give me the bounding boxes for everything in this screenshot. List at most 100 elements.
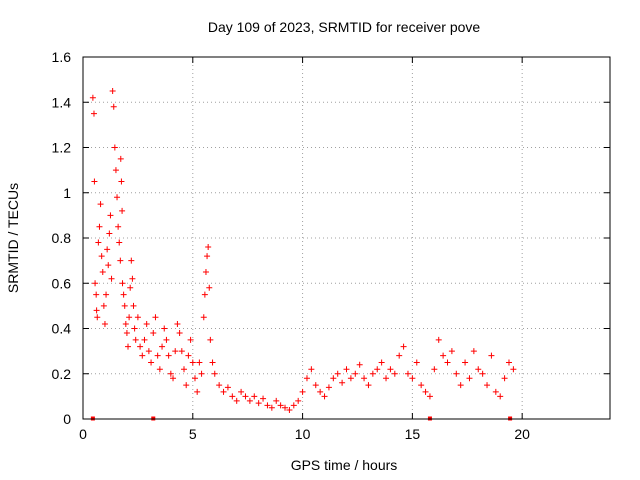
data-point-122 [387, 366, 394, 373]
data-point-1 [90, 110, 97, 117]
y-tick-label-8: 1.6 [52, 49, 72, 65]
data-point-87 [233, 397, 240, 404]
data-point-16 [105, 262, 112, 269]
data-point-54 [156, 366, 163, 373]
data-point-82 [211, 370, 218, 377]
data-point-7 [95, 239, 102, 246]
data-point-135 [444, 359, 451, 366]
data-point-150 [510, 366, 517, 373]
data-point-60 [170, 375, 177, 382]
data-point-79 [206, 284, 213, 291]
x-tick-label-3: 15 [405, 426, 421, 442]
data-point-141 [470, 348, 477, 355]
data-point-8 [96, 223, 103, 230]
data-point-132 [431, 366, 438, 373]
data-point-17 [106, 230, 113, 237]
data-point-19 [108, 275, 115, 282]
data-point-121 [383, 375, 390, 382]
data-point-67 [185, 352, 192, 359]
data-point-134 [440, 352, 447, 359]
data-point-94 [264, 402, 271, 409]
data-point-130 [422, 388, 429, 395]
data-point-114 [352, 370, 359, 377]
data-point-46 [139, 352, 146, 359]
data-point-120 [378, 359, 385, 366]
data-point-95 [268, 404, 275, 411]
chart-title: Day 109 of 2023, SRMTID for receiver pov… [208, 19, 481, 35]
data-point-84 [220, 388, 227, 395]
data-point-86 [229, 393, 236, 400]
data-point-126 [404, 370, 411, 377]
data-point-14 [103, 291, 110, 298]
data-point-144 [484, 382, 491, 389]
y-tick-label-0: 0 [63, 411, 71, 427]
data-point-142 [475, 366, 482, 373]
data-point-124 [396, 352, 403, 359]
data-point-31 [119, 280, 126, 287]
data-point-91 [251, 393, 258, 400]
data-point-51 [150, 330, 157, 337]
data-point-21 [110, 103, 117, 110]
data-point-69 [189, 359, 196, 366]
data-point-0 [89, 94, 96, 101]
data-point-92 [255, 400, 262, 407]
data-point-72 [196, 359, 203, 366]
data-point-3 [92, 280, 99, 287]
data-point-61 [172, 348, 179, 355]
y-tick-label-1: 0.2 [52, 366, 72, 382]
data-point-37 [126, 314, 133, 321]
data-point-29 [118, 178, 125, 185]
data-point-148 [501, 375, 508, 382]
data-point-116 [361, 375, 368, 382]
data-point-23 [112, 167, 119, 174]
data-point-24 [114, 194, 121, 201]
data-point-111 [339, 379, 346, 386]
data-point-78 [205, 244, 212, 251]
data-point-45 [137, 343, 144, 350]
data-point-98 [282, 404, 289, 411]
data-point-55 [159, 343, 166, 350]
x-axis-label: GPS time / hours [291, 457, 398, 473]
data-point-123 [391, 370, 398, 377]
y-axis-label: SRMTID / TECUs [5, 183, 21, 293]
data-point-109 [330, 375, 337, 382]
data-point-102 [299, 388, 306, 395]
data-point-103 [303, 375, 310, 382]
data-point-117 [365, 382, 372, 389]
data-point-43 [132, 336, 139, 343]
data-point-22 [111, 144, 118, 151]
data-point-99 [286, 406, 293, 413]
data-point-76 [202, 268, 209, 275]
data-point-30 [119, 207, 126, 214]
data-point-145 [488, 352, 495, 359]
data-point-58 [165, 352, 172, 359]
y-tick-label-4: 0.8 [52, 230, 72, 246]
data-point-48 [143, 320, 150, 327]
data-point-93 [260, 395, 267, 402]
data-points [89, 87, 517, 413]
data-point-107 [321, 393, 328, 400]
data-point-47 [141, 336, 148, 343]
data-point-11 [99, 268, 106, 275]
data-point-6 [94, 314, 101, 321]
x-tick-label-4: 20 [514, 426, 530, 442]
data-point-39 [128, 257, 135, 264]
data-point-35 [123, 330, 130, 337]
y-tick-label-3: 0.6 [52, 275, 72, 291]
data-point-88 [238, 388, 245, 395]
data-point-40 [129, 275, 136, 282]
data-point-137 [453, 370, 460, 377]
data-point-10 [98, 253, 105, 260]
data-point-71 [194, 388, 201, 395]
data-point-63 [176, 330, 183, 337]
data-point-75 [201, 291, 208, 298]
data-point-83 [216, 382, 223, 389]
data-point-42 [131, 325, 138, 332]
data-point-139 [462, 359, 469, 366]
data-point-147 [497, 393, 504, 400]
y-axis-ticks: 0 0.2 0.4 0.6 0.8 1 1.2 1.4 1.6 [52, 49, 610, 427]
y-tick-label-2: 0.4 [52, 321, 72, 337]
data-point-115 [356, 361, 363, 368]
y-tick-label-7: 1.4 [52, 94, 72, 110]
data-point-52 [152, 314, 159, 321]
